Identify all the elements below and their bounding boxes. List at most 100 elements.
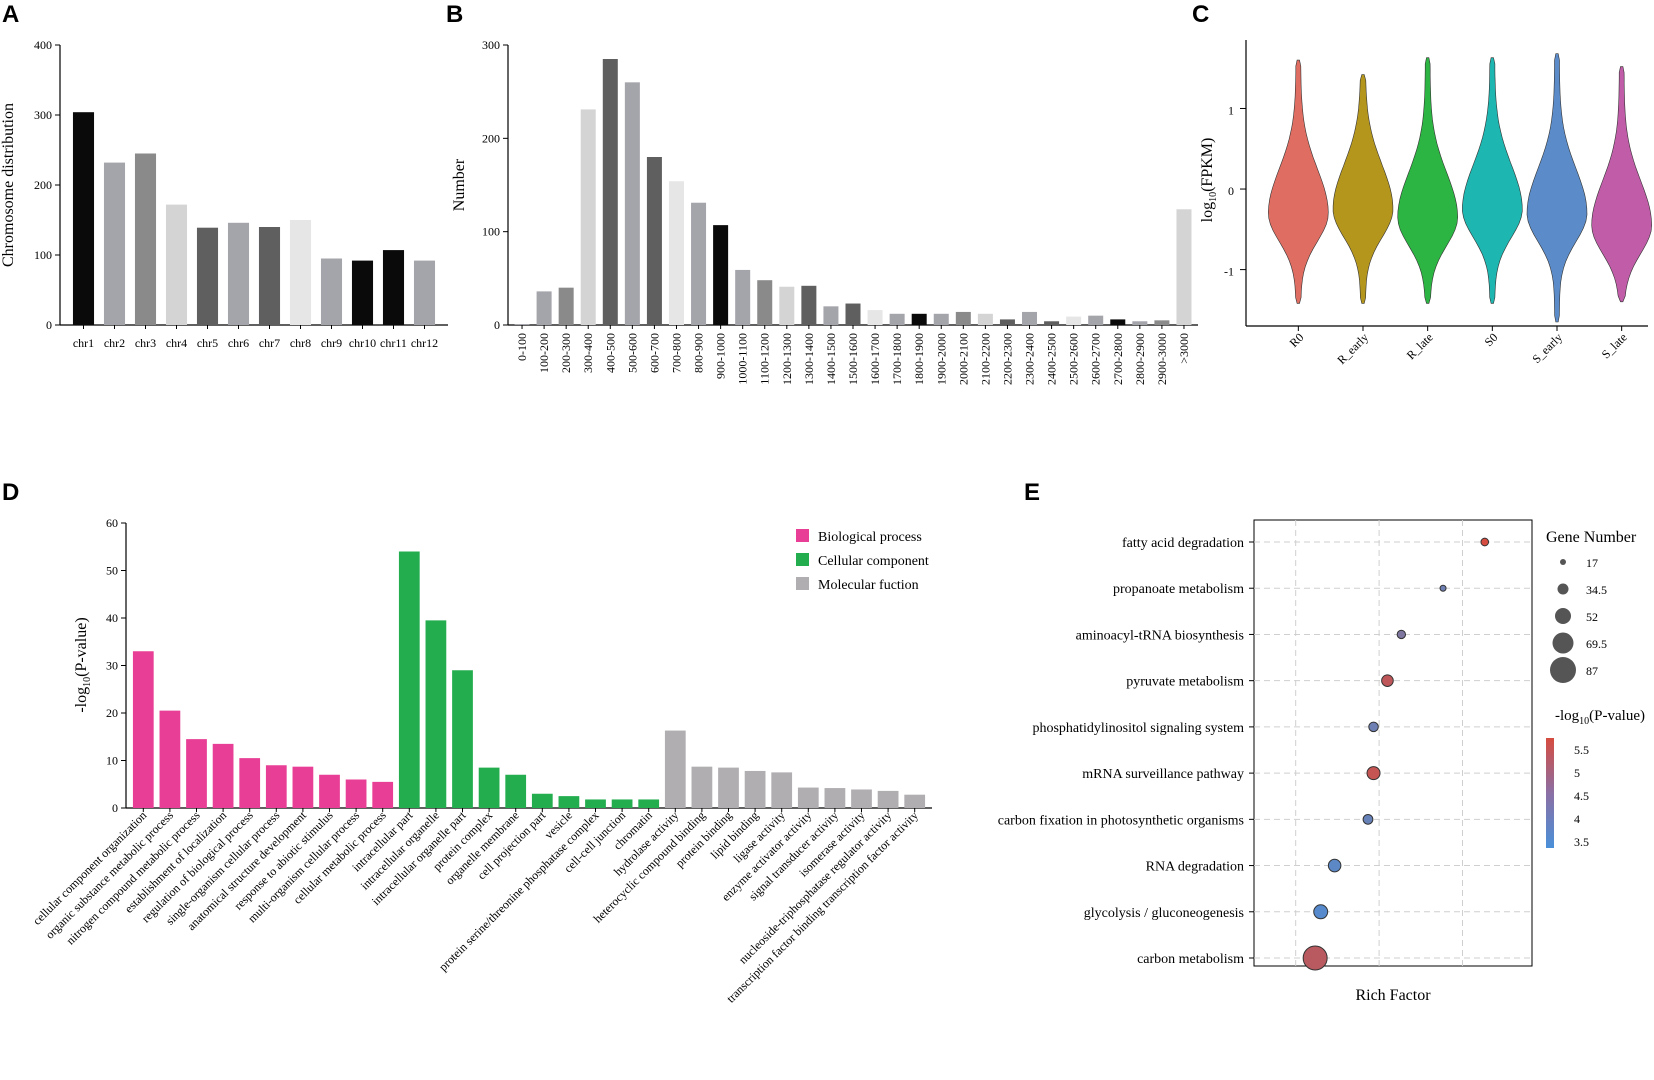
bar xyxy=(851,789,872,808)
x-tick-label: 2300-2400 xyxy=(1023,333,1037,385)
bar xyxy=(372,781,394,808)
bar xyxy=(103,162,126,325)
bar xyxy=(877,790,899,808)
y-tick-label: 100 xyxy=(34,248,52,262)
color-legend-label: 3.5 xyxy=(1574,835,1589,849)
x-tick-label: S0 xyxy=(1482,330,1501,349)
x-tick-label: R0 xyxy=(1287,330,1307,350)
x-tick-label: 1600-1700 xyxy=(868,333,882,385)
color-legend-label: 4 xyxy=(1574,812,1580,826)
x-tick-label: 2200-2300 xyxy=(1000,333,1014,385)
color-legend-label: 5.5 xyxy=(1574,743,1589,757)
x-tick-label: 2700-2800 xyxy=(1111,333,1125,385)
term-label: glycolysis / gluconeogenesis xyxy=(1084,906,1244,921)
bar xyxy=(1066,316,1082,325)
bubble xyxy=(1381,674,1394,687)
bar xyxy=(955,311,971,325)
x-tick-label: 2500-2600 xyxy=(1067,333,1081,385)
panel-b-length-distribution: 0 100 200 300 0-100 100-200 200-300 300-400 400-… xyxy=(451,38,1198,385)
size-legend-dot xyxy=(1550,657,1576,683)
bar xyxy=(646,157,662,325)
x-tick-label: chr3 xyxy=(135,336,156,350)
size-legend-label: 52 xyxy=(1586,610,1598,624)
y-tick-label: 300 xyxy=(34,108,52,122)
x-tick-label: 600-700 xyxy=(647,333,661,373)
y-tick-label: 60 xyxy=(106,516,118,530)
size-legend-label: 87 xyxy=(1586,664,1598,678)
y-tick-label: -1 xyxy=(1224,265,1234,279)
bar xyxy=(558,796,580,808)
bar xyxy=(1022,311,1038,325)
bubble xyxy=(1313,904,1329,920)
violin-R_late xyxy=(1397,57,1459,304)
bar xyxy=(744,770,766,808)
x-tick-label: chr5 xyxy=(197,336,218,350)
panel-letter-d: D xyxy=(2,479,19,506)
bubble xyxy=(1302,945,1328,971)
bar xyxy=(718,767,739,808)
bar xyxy=(345,779,367,808)
bar xyxy=(398,551,420,808)
bar xyxy=(159,710,181,808)
color-legend-bar xyxy=(1546,738,1554,848)
x-tick-label: 2800-2900 xyxy=(1133,333,1147,385)
y-tick-label: 50 xyxy=(106,564,118,578)
bar xyxy=(1176,209,1192,325)
x-tick-label: chr12 xyxy=(411,336,438,350)
y-axis-title: log10(FPKM) xyxy=(1199,138,1219,223)
bubble xyxy=(1327,858,1342,873)
plot-frame xyxy=(1253,519,1533,967)
legend-label: Cellular component xyxy=(818,554,929,569)
bar xyxy=(602,59,618,325)
bar xyxy=(320,258,343,325)
x-axis-title: Rich Factor xyxy=(1355,987,1431,1004)
x-tick-label: 400-500 xyxy=(603,333,617,373)
size-legend-dot xyxy=(1557,583,1569,595)
x-tick-label: chr11 xyxy=(380,336,407,350)
x-tick-label: 1700-1800 xyxy=(890,333,904,385)
x-tick-label: 800-900 xyxy=(692,333,706,373)
bar xyxy=(1088,315,1104,325)
panel-letter-e: E xyxy=(1024,479,1040,506)
bar xyxy=(289,220,312,325)
x-tick-label: S_late xyxy=(1599,330,1630,361)
bar xyxy=(1154,320,1170,325)
bar xyxy=(227,222,250,325)
y-tick-label: 100 xyxy=(482,225,500,239)
bar xyxy=(531,793,553,808)
bar xyxy=(664,730,686,808)
bar xyxy=(771,772,793,808)
legend-label: Biological process xyxy=(818,530,922,545)
bar xyxy=(801,285,817,325)
y-tick-label: 40 xyxy=(106,611,118,625)
bar xyxy=(165,204,188,325)
term-label: propanoate metabolism xyxy=(1113,582,1244,597)
color-legend-label: 4.5 xyxy=(1574,789,1589,803)
violin-S_late xyxy=(1591,66,1653,303)
x-tick-label: chr9 xyxy=(321,336,342,350)
legend-swatch xyxy=(796,529,809,542)
y-tick-label: 0 xyxy=(494,318,500,332)
bar xyxy=(585,799,606,808)
bar xyxy=(611,799,633,808)
term-label: carbon metabolism xyxy=(1137,952,1244,967)
bar xyxy=(824,788,846,808)
y-tick-label: 300 xyxy=(482,38,500,52)
y-tick-label: 200 xyxy=(482,131,500,145)
bar xyxy=(558,287,574,325)
bar xyxy=(1110,319,1126,325)
x-tick-label: 500-600 xyxy=(625,333,639,373)
term-label: mRNA surveillance pathway xyxy=(1082,767,1244,782)
x-tick-label: 0-100 xyxy=(515,333,529,361)
bar xyxy=(196,227,219,325)
term-label: fatty acid degradation xyxy=(1122,536,1244,551)
panel-letter-a: A xyxy=(2,1,19,28)
bar xyxy=(1044,321,1060,325)
bar xyxy=(132,651,154,808)
bar xyxy=(239,758,261,808)
bar xyxy=(867,310,883,325)
x-tick-label: 1800-1900 xyxy=(912,333,926,385)
bubble xyxy=(1480,537,1490,547)
size-legend-dot xyxy=(1552,632,1574,654)
